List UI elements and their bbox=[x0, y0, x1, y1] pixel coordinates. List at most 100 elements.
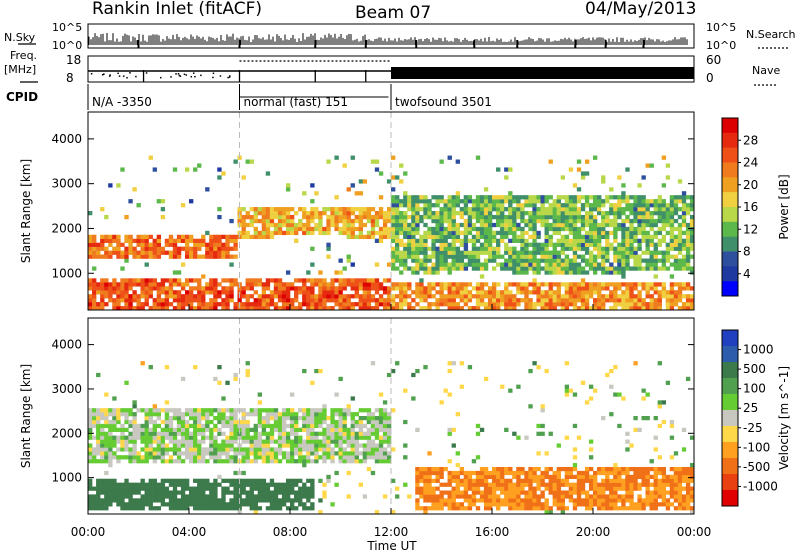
heat-cell bbox=[637, 183, 642, 188]
heat-cell bbox=[411, 396, 416, 401]
heat-cell bbox=[180, 423, 186, 429]
heat-cell bbox=[617, 506, 622, 511]
heat-cell bbox=[374, 278, 380, 283]
heat-cell bbox=[593, 203, 598, 208]
heat-cell bbox=[487, 207, 493, 212]
heat-cell bbox=[685, 234, 691, 240]
heat-cell bbox=[326, 207, 331, 212]
heat-cell bbox=[669, 234, 675, 240]
heat-cell bbox=[350, 412, 355, 417]
heat-cell bbox=[172, 408, 178, 413]
heat-cell bbox=[281, 230, 287, 236]
heat-cell bbox=[661, 203, 667, 208]
heat-cell bbox=[463, 298, 469, 303]
heat-cell bbox=[209, 306, 214, 311]
heat-cell bbox=[617, 254, 622, 259]
heat-cell bbox=[609, 230, 614, 236]
heat-cell bbox=[508, 306, 513, 311]
heat-cell bbox=[613, 482, 618, 487]
heat-cell bbox=[605, 250, 610, 255]
heat-cell bbox=[265, 416, 271, 421]
heat-cell bbox=[681, 238, 687, 243]
heat-cell bbox=[338, 419, 343, 425]
heat-cell bbox=[601, 494, 606, 499]
heat-cell bbox=[382, 419, 388, 425]
heat-cell bbox=[184, 250, 190, 255]
heat-cell bbox=[152, 486, 157, 491]
heat-cell bbox=[403, 254, 408, 259]
heat-cell bbox=[156, 238, 162, 243]
heat-cell bbox=[471, 211, 477, 216]
heat-cell bbox=[346, 187, 351, 192]
heat-cell bbox=[257, 302, 263, 307]
nave-dot bbox=[194, 75, 196, 78]
heat-cell bbox=[661, 218, 667, 224]
heat-cell bbox=[136, 427, 141, 432]
heat-cell bbox=[172, 494, 178, 499]
heat-cell bbox=[362, 282, 368, 287]
heat-cell bbox=[427, 466, 432, 472]
heat-cell bbox=[362, 455, 368, 460]
heat-cell bbox=[112, 490, 117, 495]
heat-cell bbox=[516, 234, 521, 240]
colorbar-swatch bbox=[722, 162, 738, 178]
heat-cell bbox=[677, 230, 683, 236]
heat-cell bbox=[625, 238, 630, 243]
heat-cell bbox=[528, 218, 533, 224]
heat-cell bbox=[419, 294, 424, 299]
heat-cell bbox=[201, 494, 206, 499]
heat-cell bbox=[298, 306, 303, 311]
heat-cell bbox=[176, 416, 182, 421]
heat-cell bbox=[536, 266, 541, 271]
heat-cell bbox=[116, 459, 121, 464]
heat-cell bbox=[294, 412, 299, 417]
heat-cell bbox=[669, 290, 675, 295]
heat-cell bbox=[342, 282, 347, 287]
heat-cell bbox=[306, 431, 311, 436]
heat-cell bbox=[568, 466, 574, 472]
heat-cell bbox=[536, 282, 541, 287]
heat-cell bbox=[459, 294, 465, 299]
heat-cell bbox=[354, 218, 359, 224]
nave-dot bbox=[101, 73, 104, 76]
heat-cell bbox=[411, 298, 416, 303]
heat-cell bbox=[395, 246, 400, 251]
heat-cell bbox=[249, 443, 254, 448]
heat-cell bbox=[201, 482, 206, 487]
heat-cell bbox=[334, 294, 339, 299]
heat-cell bbox=[605, 486, 610, 491]
heat-cell bbox=[285, 306, 291, 311]
heat-cell bbox=[184, 506, 190, 511]
heat-cell bbox=[504, 222, 509, 228]
heat-cell bbox=[104, 494, 109, 499]
heat-cell bbox=[88, 254, 93, 259]
heat-cell bbox=[144, 238, 149, 243]
heat-cell bbox=[665, 207, 671, 212]
heat-cell bbox=[580, 282, 586, 287]
heat-cell bbox=[621, 302, 626, 307]
heat-cell bbox=[310, 478, 315, 483]
heat-cell bbox=[330, 439, 335, 444]
heat-cell bbox=[685, 195, 691, 200]
heat-cell bbox=[427, 214, 432, 220]
heat-cell bbox=[326, 416, 331, 421]
heat-cell bbox=[649, 242, 654, 247]
heat-cell bbox=[265, 482, 271, 487]
heat-cell bbox=[104, 290, 109, 295]
heat-cell bbox=[496, 506, 501, 511]
heat-cell bbox=[471, 238, 477, 243]
heat-cell bbox=[164, 306, 170, 311]
heat-cell bbox=[108, 494, 113, 499]
heat-cell bbox=[597, 306, 602, 311]
heat-cell bbox=[285, 490, 291, 495]
heat-cell bbox=[225, 242, 230, 247]
heat-cell bbox=[496, 218, 501, 224]
heat-cell bbox=[180, 416, 186, 421]
heat-cell bbox=[144, 423, 149, 429]
heat-cell bbox=[471, 214, 477, 220]
heat-cell bbox=[229, 502, 234, 507]
heat-cell bbox=[601, 298, 606, 303]
heat-cell bbox=[245, 482, 250, 487]
heat-cell bbox=[342, 459, 347, 464]
heat-cell bbox=[508, 502, 513, 507]
